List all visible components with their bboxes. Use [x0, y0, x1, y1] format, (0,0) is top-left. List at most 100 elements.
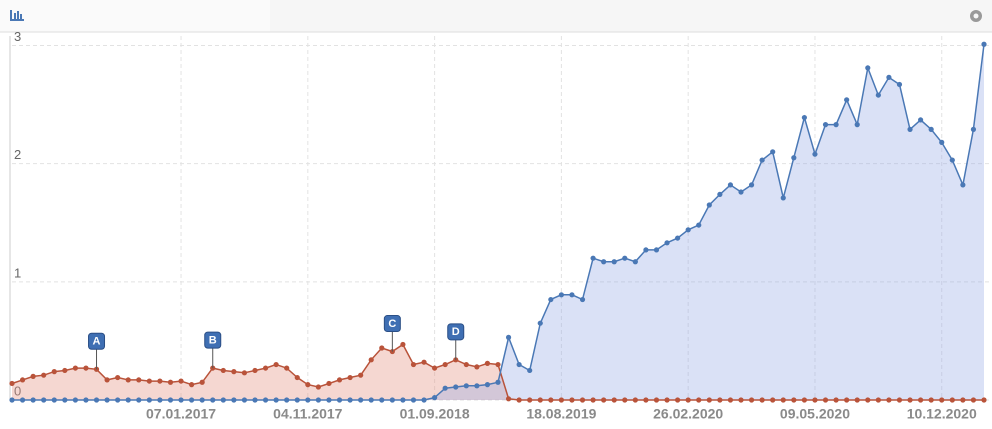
point [210, 397, 216, 403]
point [104, 377, 110, 383]
point [252, 397, 258, 403]
point [83, 365, 89, 371]
point [886, 397, 892, 403]
point [379, 345, 385, 351]
point [717, 397, 723, 403]
point [516, 397, 522, 403]
point [738, 189, 744, 195]
point [970, 126, 977, 132]
point [484, 360, 491, 366]
point [643, 247, 649, 253]
point [368, 357, 374, 363]
point [939, 139, 945, 145]
point [590, 255, 596, 261]
point [284, 365, 290, 371]
point [104, 397, 110, 403]
point [981, 41, 987, 47]
point [558, 397, 564, 403]
x-tick-label: 04.11.2017 [273, 406, 343, 422]
point [865, 65, 871, 71]
y-tick-label: 1 [14, 265, 21, 280]
point [146, 378, 152, 384]
point [569, 397, 575, 403]
point [844, 97, 850, 103]
x-tick-label: 07.01.2017 [146, 406, 216, 422]
x-tick-label: 26.02.2020 [653, 406, 723, 422]
point [833, 397, 839, 403]
point [262, 365, 269, 371]
point [537, 397, 543, 403]
point [62, 367, 68, 374]
y-tick-label: 3 [14, 29, 21, 44]
point [231, 369, 237, 375]
point [400, 341, 406, 348]
point [822, 122, 829, 128]
point [136, 377, 142, 383]
point [358, 372, 364, 378]
point [410, 397, 417, 403]
point [273, 397, 279, 403]
point [812, 397, 818, 403]
point [484, 382, 491, 388]
point [273, 361, 279, 368]
point [801, 397, 807, 403]
point [653, 247, 660, 253]
point [632, 397, 638, 403]
point [262, 397, 269, 403]
point [125, 377, 131, 383]
settings-icon[interactable] [970, 10, 982, 22]
point [527, 397, 533, 403]
point [453, 384, 459, 390]
point [801, 114, 807, 121]
point [9, 397, 15, 403]
point [875, 397, 881, 403]
point [83, 397, 89, 403]
point [928, 397, 934, 403]
point [51, 397, 57, 403]
point [748, 182, 755, 188]
point [939, 397, 945, 403]
point [696, 222, 702, 228]
x-tick-label: 01.09.2018 [400, 406, 470, 422]
point [442, 361, 448, 368]
point [844, 397, 850, 403]
flag-label: A [93, 336, 101, 348]
point [157, 397, 163, 403]
point [9, 380, 15, 387]
point [865, 397, 871, 403]
point [252, 367, 258, 374]
point [157, 378, 163, 384]
point [759, 157, 765, 163]
point [41, 397, 47, 403]
point [981, 397, 987, 403]
point [231, 397, 237, 403]
point [527, 367, 533, 374]
flag [88, 332, 106, 350]
point [30, 373, 36, 379]
point [115, 374, 121, 381]
point [336, 377, 343, 383]
point [907, 397, 913, 403]
point [463, 383, 469, 389]
point [241, 370, 248, 376]
point [706, 397, 712, 403]
point [664, 240, 670, 246]
point [379, 397, 385, 403]
point [590, 397, 596, 403]
point [675, 397, 681, 403]
point [505, 396, 512, 402]
point [622, 397, 628, 403]
toolbar-tab [0, 0, 270, 32]
point [410, 361, 417, 368]
point [601, 397, 607, 403]
point [421, 397, 427, 403]
chart-icon[interactable] [10, 10, 24, 21]
point [336, 397, 343, 403]
point [199, 379, 205, 385]
area [12, 44, 984, 401]
flag-label: B [209, 334, 217, 346]
x-tick-label: 10.12.2020 [907, 406, 977, 422]
point [400, 397, 406, 403]
point [579, 296, 586, 303]
point [727, 182, 734, 188]
